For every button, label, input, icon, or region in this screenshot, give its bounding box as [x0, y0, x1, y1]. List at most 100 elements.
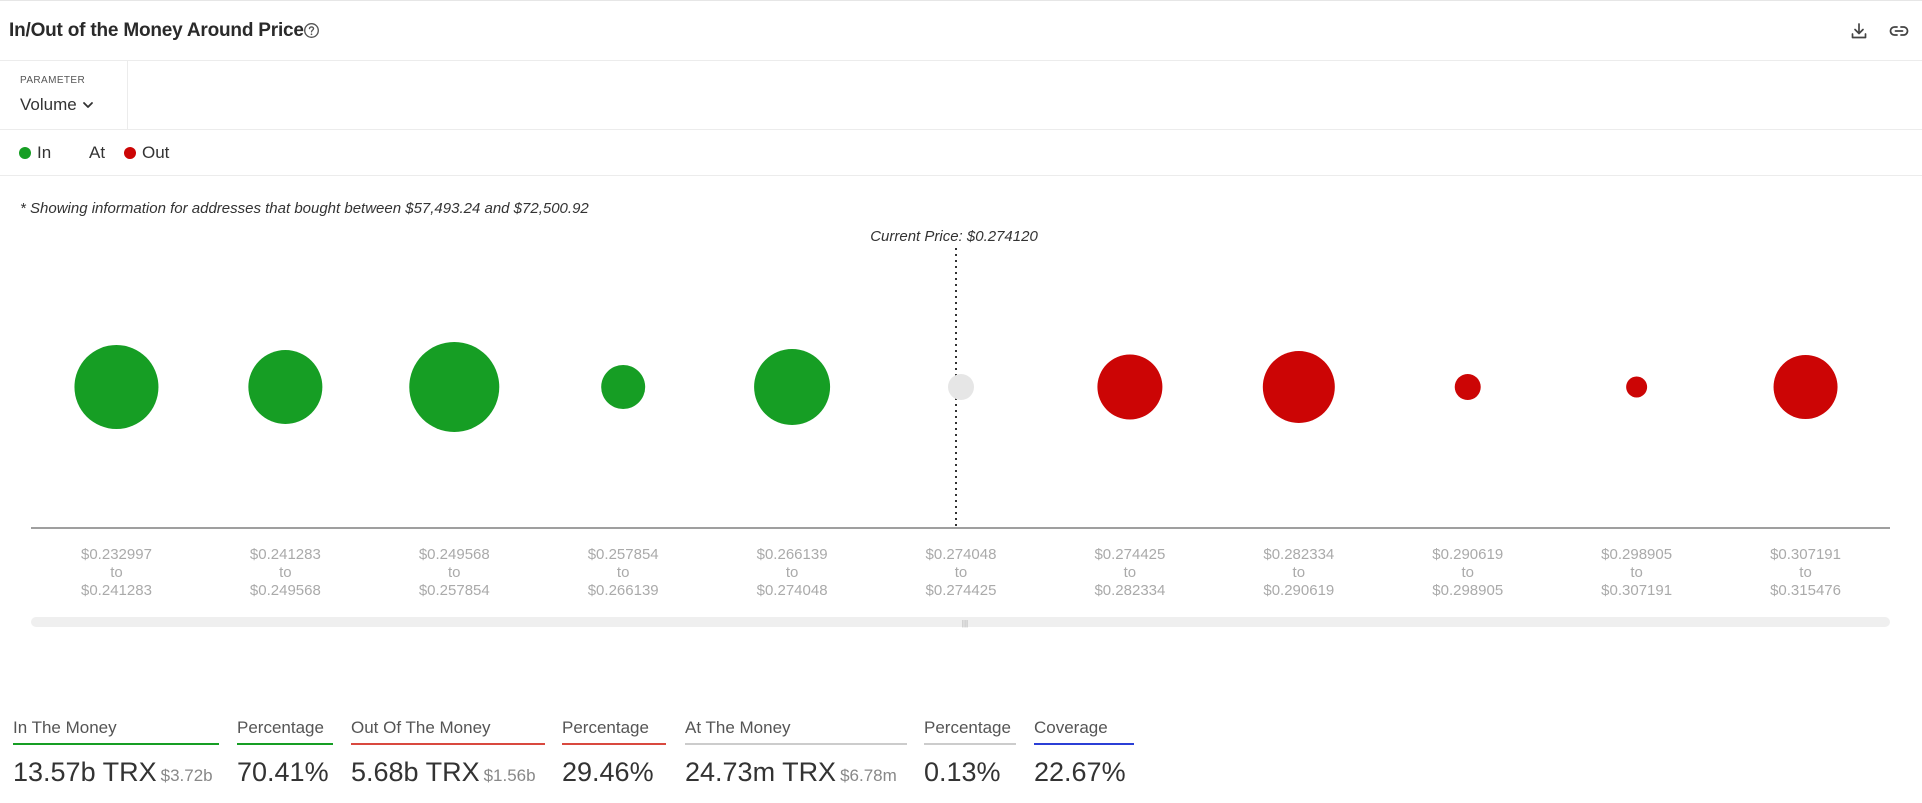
tick-label-line: to	[1293, 564, 1306, 581]
stat-main-value: 29.46%	[562, 757, 654, 787]
bubble-in	[248, 350, 323, 424]
tick-label: $0.274425 to $0.282334	[1094, 546, 1165, 599]
legend-label-in: In	[37, 143, 52, 162]
stat-label: Percentage	[562, 718, 666, 745]
tick-label-line: $0.298905	[1432, 582, 1503, 599]
tick-label: $0.232997 to $0.241283	[81, 546, 152, 599]
stat-6: Coverage 22.67%	[1034, 718, 1134, 788]
stat-1: Percentage 70.41%	[237, 718, 333, 788]
stat-label: Percentage	[924, 718, 1016, 745]
scrollbar-grip-icon[interactable]: |||	[962, 619, 968, 628]
tick-label-line: to	[786, 564, 799, 581]
question-circle-icon[interactable]	[303, 22, 320, 39]
tick-label-line: to	[1630, 564, 1643, 581]
tick-label-line: to	[110, 564, 123, 581]
stat-2: Out Of The Money 5.68b TRX $1.56b	[351, 718, 545, 788]
tick-label: $0.249568 to $0.257854	[419, 546, 490, 599]
legend-dot-out	[124, 147, 136, 159]
legend-item-in[interactable]: In	[19, 143, 51, 163]
legend-dot-in	[19, 147, 31, 159]
bubble-in	[754, 349, 831, 425]
stat-label: Percentage	[237, 718, 333, 745]
tick-label-line: $0.241283	[81, 582, 152, 599]
parameter-label: PARAMETER	[20, 75, 86, 86]
stat-label: In The Money	[13, 718, 219, 745]
tick-label-line: $0.232997	[81, 546, 152, 563]
legend-label-out: Out	[142, 143, 170, 162]
stat-usd-value: $6.78m	[840, 766, 897, 785]
stat-main-value: 0.13%	[924, 757, 1001, 787]
stats-row: In The Money 13.57b TRX $3.72b Percentage 70…	[0, 718, 1922, 803]
widget-header: In/Out of the Money Around Price	[0, 0, 1922, 61]
tick-label-line: $0.282334	[1263, 546, 1334, 563]
tick-label-line: to	[955, 564, 968, 581]
tick-label-line: to	[617, 564, 630, 581]
bubble-in	[409, 342, 500, 432]
bubble-out	[1773, 355, 1838, 419]
stat-usd-value: $1.56b	[483, 766, 536, 785]
current-price-label: Current Price: $0.274120	[870, 228, 1038, 245]
download-icon[interactable]	[1849, 21, 1869, 41]
tick-label-line: $0.274425	[1094, 546, 1165, 563]
stat-5: Percentage 0.13%	[924, 718, 1016, 788]
tick-label-line: $0.266139	[588, 582, 659, 599]
tick-label-line: to	[1799, 564, 1812, 581]
tick-label-line: $0.274048	[926, 546, 997, 563]
bubble-in	[601, 365, 646, 409]
tick-label: $0.257854 to $0.266139	[588, 546, 659, 599]
bubble-chart: Current Price: $0.274120$0.232997 to $0.24…	[31, 228, 1890, 628]
stat-3: Percentage 29.46%	[562, 718, 666, 788]
stat-value: 70.41%	[237, 757, 333, 788]
tick-label: $0.298905 to $0.307191	[1601, 546, 1672, 599]
stat-value: 13.57b TRX $3.72b	[13, 757, 219, 788]
stat-main-value: 70.41%	[237, 757, 329, 787]
bubble-out	[1454, 374, 1481, 400]
legend-item-at[interactable]: At	[89, 143, 105, 163]
tick-label-line: $0.266139	[757, 546, 828, 563]
stat-value: 5.68b TRX $1.56b	[351, 757, 545, 788]
tick-label: $0.274048 to $0.274425	[926, 546, 997, 599]
tick-label-line: $0.274048	[757, 582, 828, 599]
legend-item-out[interactable]: Out	[124, 143, 169, 163]
legend-label-at: At	[89, 143, 106, 162]
widget-title: In/Out of the Money Around Price	[9, 20, 304, 41]
legend-bar: In At Out	[0, 130, 1922, 176]
tick-label-line: $0.307191	[1770, 546, 1841, 563]
tick-label-line: to	[448, 564, 461, 581]
parameter-cell: PARAMETER Volume	[0, 61, 128, 130]
link-icon[interactable]	[1888, 21, 1910, 41]
tick-label-line: $0.241283	[250, 546, 321, 563]
stat-label: Coverage	[1034, 718, 1134, 745]
tick-label-line: to	[279, 564, 292, 581]
parameter-select[interactable]: Volume	[20, 95, 94, 115]
tick-label-line: $0.249568	[250, 582, 321, 599]
stat-value: 24.73m TRX $6.78m	[685, 757, 907, 788]
stat-usd-value: $3.72b	[160, 766, 213, 785]
tick-label-line: to	[1124, 564, 1137, 581]
tick-label-line: $0.282334	[1094, 582, 1165, 599]
tick-label-line: to	[1461, 564, 1474, 581]
stat-main-value: 24.73m TRX	[685, 757, 837, 787]
bubble-out	[1262, 351, 1335, 423]
stat-4: At The Money 24.73m TRX $6.78m	[685, 718, 907, 788]
tick-label-line: $0.290619	[1263, 582, 1334, 599]
parameter-selected-value: Volume	[20, 95, 77, 114]
tick-label-line: $0.307191	[1601, 582, 1672, 599]
chart-scrollbar-track	[31, 617, 1890, 627]
stat-0: In The Money 13.57b TRX $3.72b	[13, 718, 219, 788]
stat-main-value: 22.67%	[1034, 757, 1126, 787]
info-note: * Showing information for addresses that…	[20, 200, 589, 217]
bubble-out	[1626, 376, 1648, 398]
tick-label-line: $0.257854	[419, 582, 490, 599]
tick-label: $0.266139 to $0.274048	[757, 546, 828, 599]
tick-label-line: $0.274425	[926, 582, 997, 599]
stat-label: At The Money	[685, 718, 907, 745]
stat-main-value: 5.68b TRX	[351, 757, 480, 787]
tick-label-line: $0.257854	[588, 546, 659, 563]
tick-label-line: $0.298905	[1601, 546, 1672, 563]
stat-value: 0.13%	[924, 757, 1016, 788]
chevron-down-icon	[82, 102, 93, 108]
parameter-bar: PARAMETER Volume	[0, 61, 1922, 130]
tick-label: $0.282334 to $0.290619	[1263, 546, 1334, 599]
tick-label-line: $0.315476	[1770, 582, 1841, 599]
